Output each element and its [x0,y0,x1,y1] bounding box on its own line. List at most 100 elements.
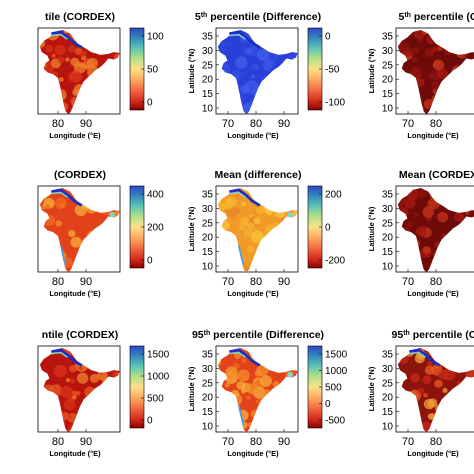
map-panel-r2-c3: Mean (CORDEX 35 30 25 20 15 10 Latitude (°N) 70 8… [367,169,474,298]
colorbar-tick-label: 1000 [325,366,348,377]
x-tick-label: 80 [250,276,262,288]
colorbar-tick-label: 500 [147,394,164,405]
y-tick-label: 20 [382,393,394,404]
colorbar-tick-label: 0 [147,98,153,109]
y-tick-label: 25 [202,60,214,71]
x-tick-label: 90 [80,276,92,288]
panel-title: (CORDEX) [54,169,106,181]
panel-title: 5th percentile (Difference) [195,11,321,23]
x-axis-label: Longitude (°E) [49,131,101,140]
x-axis-label: Longitude (°E) [407,131,459,140]
x-tick-label: 70 [402,118,414,130]
x-tick-label: 70 [222,436,234,448]
colorbar-tick-label: 100 [147,32,164,43]
colorbar-tick-label: 200 [325,190,342,201]
map-panel-r3-c2: 95th percentile (Difference) 35 30 25 20 15 10… [187,329,348,458]
colorbar-tick-label: 50 [147,65,159,76]
x-tick-label: 70 [222,276,234,288]
x-axis-label: Longitude (°E) [407,289,459,298]
y-tick-label: 30 [202,46,214,57]
panel-title: Mean (difference) [215,169,302,181]
panel-title: 95th percentile (Difference) [192,329,324,341]
y-tick-label: 10 [382,262,394,273]
y-tick-label: 35 [202,32,214,43]
x-axis-label: Longitude (°E) [49,449,101,458]
y-tick-label: 20 [382,75,394,86]
colorbar-tick-label: 1500 [325,350,348,361]
colorbar-tick-label: -500 [325,416,345,427]
y-tick-label: 15 [202,89,214,100]
x-axis-label: Longitude (°E) [227,449,279,458]
y-tick-label: 20 [202,233,214,244]
map-panel-r3-c3: 95th percentile (CO 35 30 25 20 15 10 Latitude … [367,329,474,458]
y-tick-label: 20 [202,75,214,86]
x-tick-label: 80 [430,118,442,130]
y-tick-label: 25 [202,218,214,229]
y-axis-label: Latitude (°N) [367,366,376,411]
colorbar-tick-label: 1500 [147,350,170,361]
x-tick-label: 80 [52,436,64,448]
panel-title: tile (CORDEX) [45,11,115,23]
panel-title: ntile (CORDEX) [42,329,118,341]
x-tick-label: 80 [430,436,442,448]
colorbar-tick-label: 1000 [147,372,170,383]
map-panel-r1-c3: 5th percentile (C 35 30 25 20 15 10 Latitude (°… [367,11,474,140]
colorbar-tick-label: 500 [325,383,342,394]
y-tick-label: 15 [202,247,214,258]
y-tick-label: 35 [382,190,394,201]
colorbar-tick-label: 0 [325,32,331,43]
x-tick-label: 80 [52,118,64,130]
y-tick-label: 35 [202,190,214,201]
x-tick-label: 90 [278,118,290,130]
x-tick-label: 80 [250,436,262,448]
colorbar-tick-label: 0 [147,416,153,427]
x-axis-label: Longitude (°E) [227,289,279,298]
y-tick-label: 10 [382,422,394,433]
y-tick-label: 10 [382,104,394,115]
y-tick-label: 35 [382,350,394,361]
y-tick-label: 30 [382,204,394,215]
x-tick-label: 70 [222,118,234,130]
map-panel-r1-c2: 5th percentile (Difference) 35 30 25 20 15 10 L… [187,11,345,140]
y-tick-label: 35 [202,350,214,361]
y-tick-label: 30 [382,46,394,57]
y-axis-label: Latitude (°N) [367,206,376,251]
x-tick-label: 90 [80,118,92,130]
colorbar-tick-label: 400 [147,190,164,201]
colorbar-tick-label: -100 [325,98,345,109]
x-tick-label: 80 [430,276,442,288]
colorbar-tick-label: 0 [325,399,331,410]
x-tick-label: 90 [278,436,290,448]
panel-title: Mean (CORDEX [399,169,474,181]
y-axis-label: Latitude (°N) [187,366,196,411]
y-tick-label: 10 [202,262,214,273]
y-tick-label: 20 [382,233,394,244]
x-tick-label: 90 [80,436,92,448]
y-tick-label: 35 [382,32,394,43]
y-tick-label: 15 [382,89,394,100]
map-panel-r2-c2: Mean (difference)35 30 25 20 15 10 Latitude (°… [187,169,345,298]
y-tick-label: 25 [382,60,394,71]
y-tick-label: 30 [202,204,214,215]
y-tick-label: 25 [382,218,394,229]
y-tick-label: 25 [202,378,214,389]
colorbar-tick-label: 200 [147,223,164,234]
x-axis-label: Longitude (°E) [227,131,279,140]
y-axis-label: Latitude (°N) [187,206,196,251]
x-axis-label: Longitude (°E) [49,289,101,298]
y-tick-label: 25 [382,378,394,389]
x-tick-label: 70 [402,276,414,288]
y-axis-label: Latitude (°N) [187,48,196,93]
y-axis-label: Latitude (°N) [367,48,376,93]
colorbar-tick-label: 0 [325,223,331,234]
y-tick-label: 30 [382,364,394,375]
x-tick-label: 90 [278,276,290,288]
y-tick-label: 15 [382,247,394,258]
panel-title: 5th percentile (C [399,11,474,23]
y-tick-label: 10 [202,422,214,433]
y-tick-label: 20 [202,393,214,404]
